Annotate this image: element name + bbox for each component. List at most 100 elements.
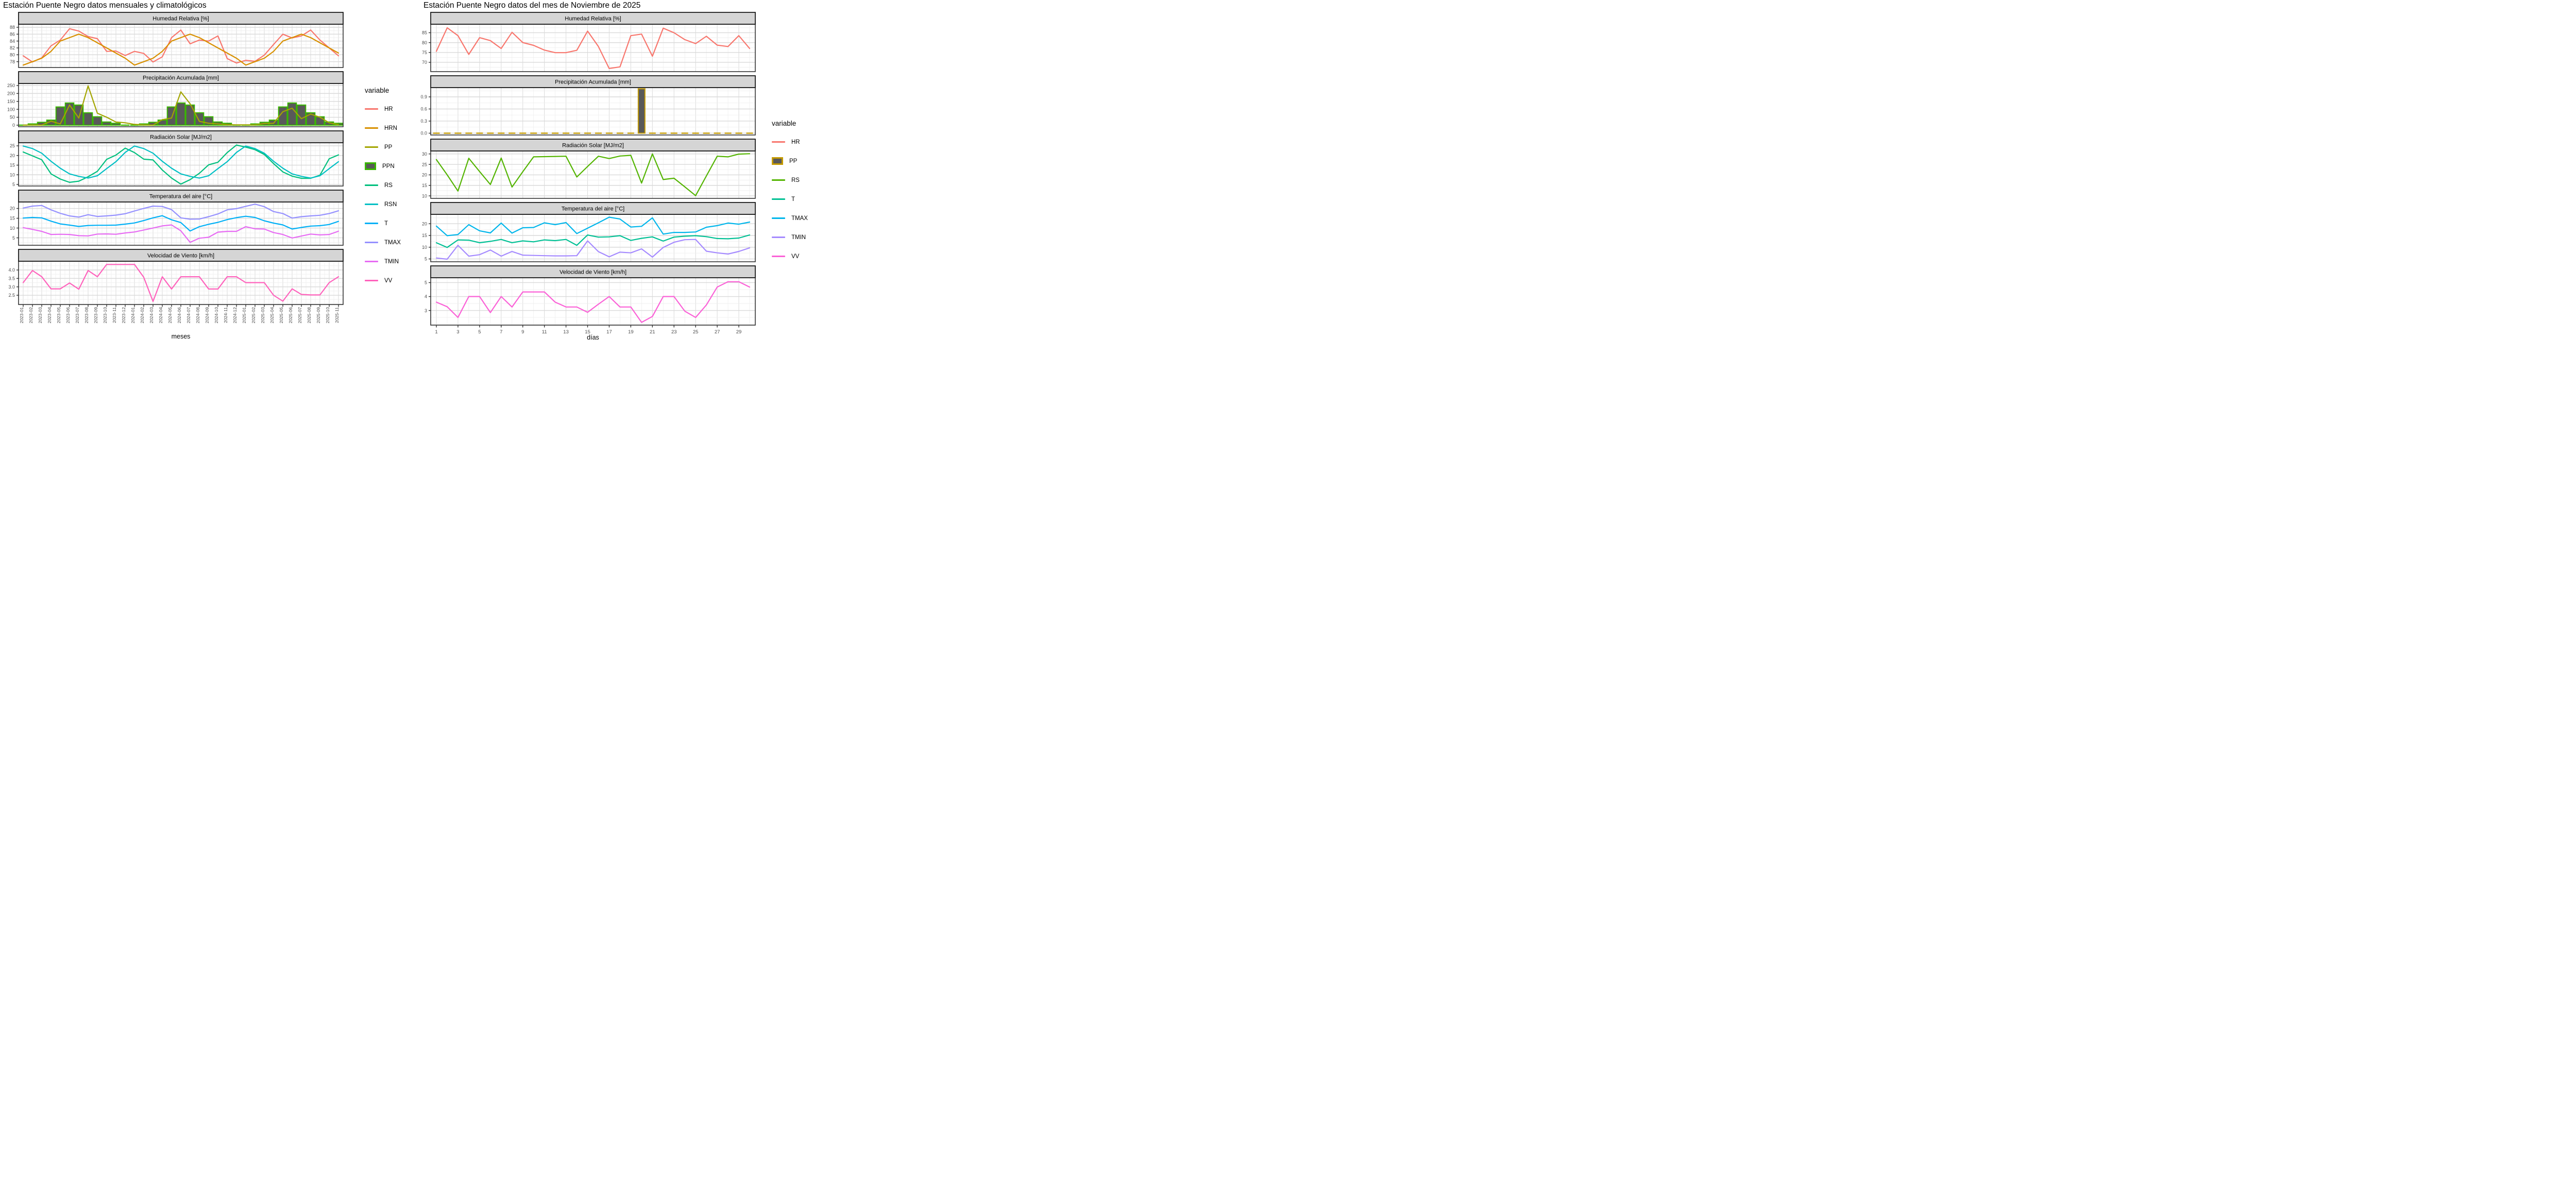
svg-text:2025-03: 2025-03 [260, 307, 265, 324]
legend-item-t: T [365, 214, 409, 233]
svg-text:2024-02: 2024-02 [140, 307, 145, 324]
legend-label: VV [791, 253, 800, 260]
svg-text:15: 15 [422, 233, 427, 238]
svg-text:2025-06: 2025-06 [288, 307, 293, 324]
svg-text:2023-01: 2023-01 [19, 307, 24, 324]
x-axis: 1 3 5 7 9 11 13 15 17 19 21 23 25 27 29 [435, 325, 741, 335]
legend-item-vv: VV [772, 247, 807, 266]
monthly-legend-title: variable [365, 87, 389, 94]
series-RSN [22, 145, 340, 179]
y-axis: 2.5 3.0 3.5 4.0 [8, 267, 19, 298]
hr-line-swatch-icon [365, 108, 378, 110]
legend-label: RSN [384, 201, 397, 208]
daily-legend-items: HR PP RS T TMAX TMIN VV [772, 132, 808, 266]
t-line-swatch-icon [772, 198, 785, 200]
panel-strip-label: Velocidad de Viento [km/h] [147, 253, 214, 259]
legend-label: TMIN [791, 234, 806, 241]
panel-Humedad Relativa [%]: Humedad Relativa [%] 70 75 80 85 [422, 12, 756, 72]
weather-dashboard: Estación Puente Negro datos mensuales y … [0, 0, 808, 341]
series-HR [22, 28, 340, 64]
svg-text:2024-10: 2024-10 [214, 307, 219, 324]
series-HR [435, 27, 751, 69]
series-T [435, 234, 751, 248]
legend-item-ppn: PPN [365, 157, 409, 176]
svg-text:19: 19 [628, 329, 634, 335]
panel-Temperatura del aire [°C]: Temperatura del aire [°C] 5 10 15 20 [10, 190, 344, 246]
svg-text:15: 15 [10, 163, 15, 168]
legend-item-pp: PP [365, 138, 409, 157]
panel-Velocidad de Viento [km/h]: Velocidad de Viento [km/h] 3 4 5 [425, 265, 756, 326]
svg-text:2025-10: 2025-10 [325, 307, 330, 324]
svg-text:80: 80 [10, 53, 15, 58]
panel-Temperatura del aire [°C]: Temperatura del aire [°C] 5 10 15 20 [422, 202, 756, 262]
panel-strip-label: Temperatura del aire [°C] [562, 206, 624, 212]
svg-text:20: 20 [422, 221, 427, 226]
svg-text:2025-04: 2025-04 [269, 307, 275, 324]
panel-strip-label: Precipitación Acumulada [mm] [143, 75, 219, 81]
svg-text:0.3: 0.3 [420, 119, 427, 124]
t-line-swatch-icon [365, 223, 378, 224]
svg-text:11: 11 [542, 329, 547, 335]
svg-text:2024-03: 2024-03 [149, 307, 154, 324]
svg-text:2024-05: 2024-05 [167, 307, 173, 324]
legend-label: TMAX [384, 239, 401, 246]
svg-text:78: 78 [10, 59, 15, 64]
svg-text:2025-01: 2025-01 [242, 307, 247, 324]
series-RS [22, 144, 340, 185]
ppn-bar-swatch-icon [365, 162, 376, 170]
svg-text:88: 88 [10, 25, 15, 30]
panel-Precipitación Acumulada [mm]: Precipitación Acumulada [mm] 0.0 0.3 0.6 0.9 [420, 75, 756, 136]
y-axis: 5 10 15 20 [422, 221, 431, 262]
panel-Radiación Solar [MJ/m2]: Radiación Solar [MJ/m2] 10 15 20 25 30 [422, 139, 756, 199]
svg-text:10: 10 [10, 226, 15, 231]
legend-label: VV [384, 277, 393, 284]
monthly-chart-title: Estación Puente Negro datos mensuales y … [3, 1, 207, 10]
legend-item-rs: RS [772, 171, 807, 190]
x-grid [436, 24, 750, 72]
svg-text:82: 82 [10, 45, 15, 50]
y-axis: 5 10 15 20 25 [10, 143, 19, 187]
panel-strip-label: Precipitación Acumulada [mm] [555, 79, 631, 86]
svg-text:21: 21 [650, 329, 655, 335]
svg-text:2023-06: 2023-06 [65, 307, 71, 324]
svg-text:3.0: 3.0 [8, 284, 15, 290]
legend-label: RS [384, 182, 393, 189]
series-VV [435, 281, 751, 323]
y-axis: 3 4 5 [425, 280, 431, 313]
svg-text:2023-10: 2023-10 [103, 307, 108, 324]
series-RS [435, 153, 751, 196]
series-HRN [22, 33, 340, 66]
svg-text:86: 86 [10, 32, 15, 37]
svg-text:2023-07: 2023-07 [75, 307, 80, 324]
legend-label: PP [789, 158, 798, 164]
series-T [22, 215, 340, 232]
svg-text:75: 75 [422, 50, 427, 55]
vv-line-swatch-icon [365, 280, 378, 281]
svg-text:2024-06: 2024-06 [177, 307, 182, 324]
rs-line-swatch-icon [365, 184, 378, 186]
svg-text:2023-04: 2023-04 [47, 307, 52, 324]
monthly-legend-items: HR HRN PP PPN RS RSN T TMAX TMIN VV [365, 99, 409, 290]
svg-text:2023-02: 2023-02 [28, 307, 33, 324]
svg-text:2025-05: 2025-05 [279, 307, 284, 324]
x-axis-title: meses [172, 333, 191, 340]
x-grid [436, 278, 750, 325]
x-grid [23, 143, 339, 186]
monthly-chart: Humedad Relativa [%]788082848688Precipit… [7, 12, 344, 340]
y-grid [431, 282, 755, 325]
y-axis: 10 15 20 25 30 [422, 151, 431, 198]
svg-text:200: 200 [7, 91, 15, 96]
svg-text:2024-07: 2024-07 [186, 307, 191, 324]
legend-label: T [791, 196, 795, 202]
svg-text:15: 15 [585, 329, 590, 335]
svg-text:7: 7 [500, 329, 502, 335]
daily-legend: variable HR PP RS T TMAX TMIN VV [772, 120, 808, 266]
svg-text:25: 25 [422, 162, 427, 167]
legend-label: TMAX [791, 215, 808, 222]
svg-text:100: 100 [7, 107, 15, 112]
svg-text:10: 10 [422, 245, 427, 250]
panel-strip-label: Temperatura del aire [°C] [149, 194, 212, 200]
tmax-line-swatch-icon [772, 217, 785, 219]
svg-text:80: 80 [422, 40, 427, 45]
